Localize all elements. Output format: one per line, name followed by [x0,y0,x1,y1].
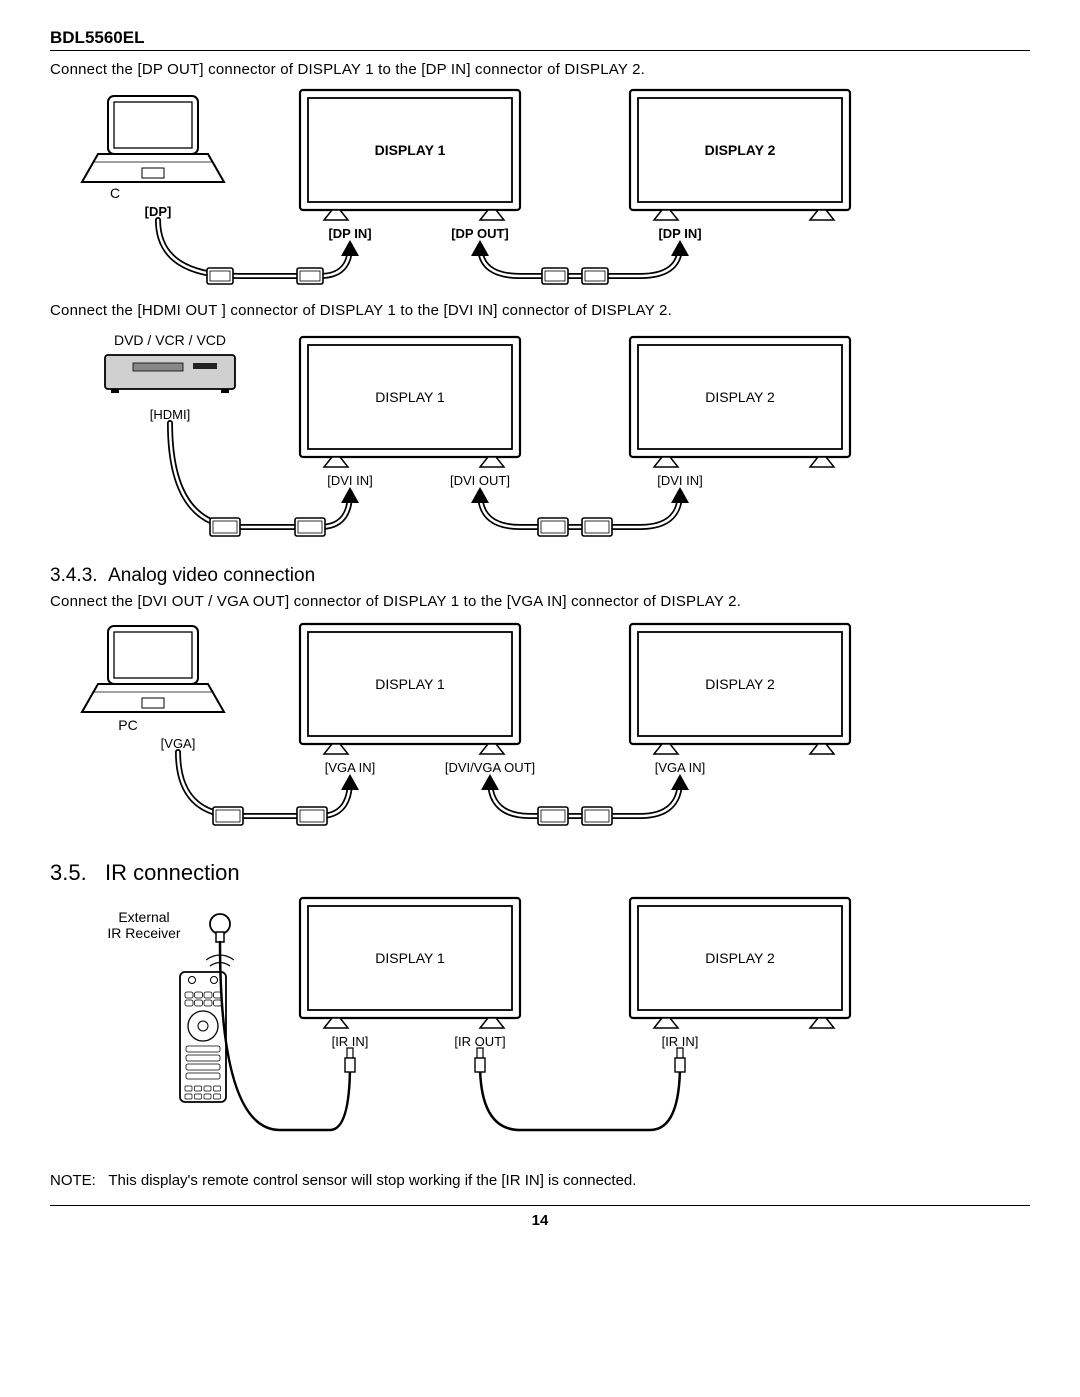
svg-text:IR Receiver: IR Receiver [107,925,180,941]
diagram-vga-wrap: PC [VGA] DISPLAY 1 DISPLAY 2 [VGA IN] [DVI/VG… [70,618,1030,838]
section-35: 3.5. IR connection [50,860,1030,886]
svg-text:[DP IN]: [DP IN] [658,226,701,241]
svg-text:[DVI/VGA OUT]: [DVI/VGA OUT] [445,760,535,775]
diagram-hdmi: DVD / VCR / VCD [HDMI] DISPLAY 1 DISPLAY 2 [… [70,327,930,547]
svg-text:DVD / VCR / VCD: DVD / VCR / VCD [114,332,226,348]
svg-text:DISPLAY 1: DISPLAY 1 [375,142,446,158]
note-row: NOTE: This display's remote control sens… [50,1172,1030,1189]
diagram-dp-wrap: C [DP] DISPLAY 1 DISPLAY 2 [DP IN] [DP OUT] [D… [70,86,1030,296]
diagram-hdmi-wrap: DVD / VCR / VCD [HDMI] DISPLAY 1 DISPLAY 2 [… [70,327,1030,547]
page-header: BDL5560EL [50,28,1030,51]
page-footer: 14 [50,1205,1030,1229]
svg-text:[DP OUT]: [DP OUT] [451,226,509,241]
section-343-num: 3.4.3. [50,565,98,586]
section-35-title: IR connection [105,860,240,885]
svg-text:[VGA IN]: [VGA IN] [325,760,376,775]
svg-text:DISPLAY 1: DISPLAY 1 [375,950,445,966]
svg-text:DISPLAY 2: DISPLAY 2 [705,389,775,405]
note-label: NOTE: [50,1172,96,1189]
instruction-hdmi: Connect the [HDMI OUT ] connector of DIS… [50,302,1030,319]
svg-text:External: External [118,909,169,925]
svg-text:[DP]: [DP] [145,204,172,219]
svg-text:DISPLAY 2: DISPLAY 2 [705,142,776,158]
svg-text:DISPLAY 1: DISPLAY 1 [375,389,445,405]
diagram-vga: PC [VGA] DISPLAY 1 DISPLAY 2 [VGA IN] [DVI/VG… [70,618,930,838]
svg-text:[DVI IN]: [DVI IN] [327,473,373,488]
svg-text:PC: PC [118,717,137,733]
instruction-vga: Connect the [DVI OUT / VGA OUT] connecto… [50,593,1030,610]
instruction-dp: Connect the [DP OUT] connector of DISPLA… [50,61,1030,78]
svg-text:[VGA IN]: [VGA IN] [655,760,706,775]
svg-text:[DVI IN]: [DVI IN] [657,473,703,488]
page-number: 14 [532,1212,549,1229]
svg-text:[DVI OUT]: [DVI OUT] [450,473,510,488]
svg-text:C: C [110,185,120,201]
diagram-ir: ExternalIR Receiver DISPLAY 1 DISPLAY 2 [IR… [70,892,930,1162]
svg-text:[HDMI]: [HDMI] [150,407,190,422]
svg-text:[IR IN]: [IR IN] [332,1034,369,1049]
svg-text:[IR OUT]: [IR OUT] [454,1034,505,1049]
svg-text:[IR IN]: [IR IN] [662,1034,699,1049]
svg-text:DISPLAY 2: DISPLAY 2 [705,950,775,966]
svg-text:DISPLAY 1: DISPLAY 1 [375,676,445,692]
diagram-dp: C [DP] DISPLAY 1 DISPLAY 2 [DP IN] [DP OUT] [D… [70,86,930,296]
svg-text:DISPLAY 2: DISPLAY 2 [705,676,775,692]
diagram-ir-wrap: ExternalIR Receiver DISPLAY 1 DISPLAY 2 [IR… [70,892,1030,1162]
model-number: BDL5560EL [50,28,144,47]
note-text: This display's remote control sensor wil… [108,1172,636,1189]
svg-text:[VGA]: [VGA] [161,736,196,751]
svg-text:[DP IN]: [DP IN] [328,226,371,241]
section-343-title: Analog video connection [108,565,315,586]
section-343: 3.4.3. Analog video connection [50,565,1030,587]
section-35-num: 3.5. [50,860,87,885]
